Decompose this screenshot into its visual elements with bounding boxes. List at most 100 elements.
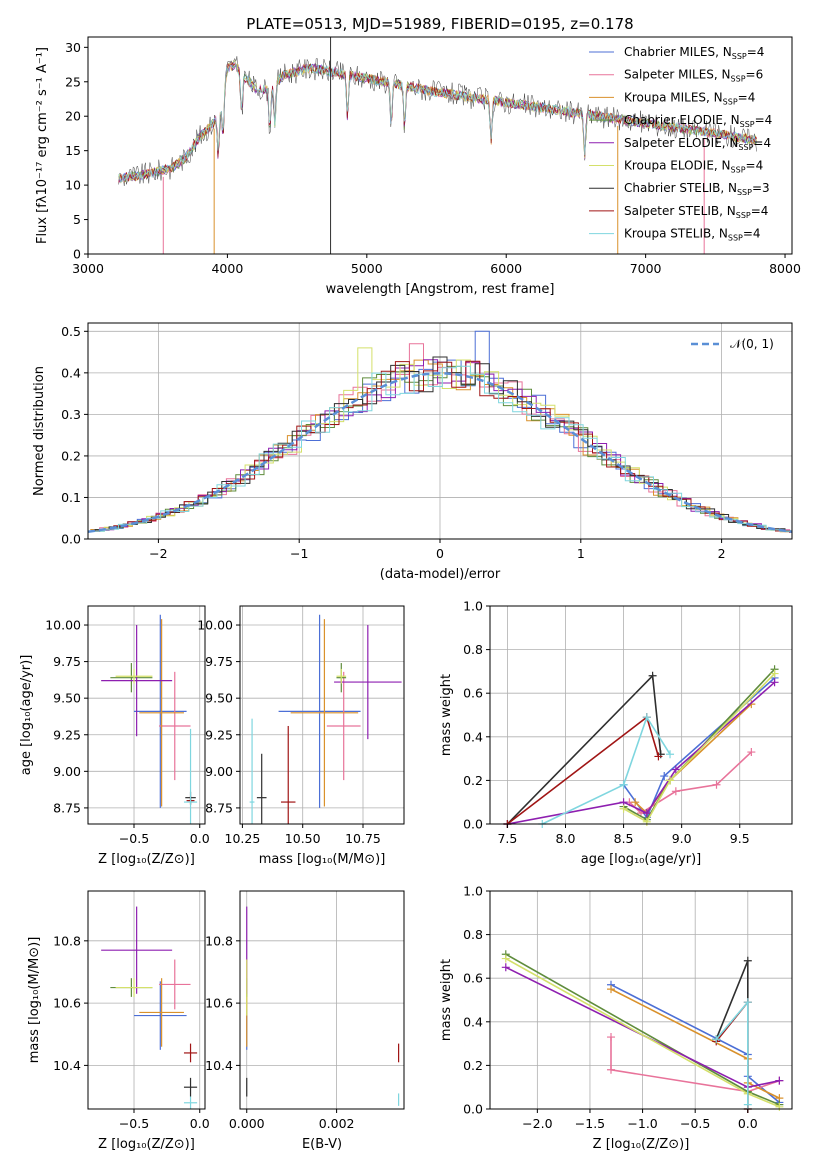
legend-entry: Kroupa STELIB, NSSP=4	[624, 227, 761, 243]
axes: 3000 4000 5000 6000 7000 8000 0 5 10 15 20 25 30 wave…	[35, 36, 801, 297]
weight-series	[712, 998, 752, 1109]
panel-6: −0.5 0.0 10.4 10.6 10.8 Z [log₁₀(Z/Z⊙)] mass […	[27, 890, 210, 1152]
x-tick-label: −1.0	[627, 1116, 657, 1131]
x-tick-label: −0.5	[119, 1116, 149, 1131]
x-tick-label: −2.0	[522, 1116, 552, 1131]
legend-entry: Chabrier MILES, NSSP=4	[624, 45, 764, 61]
legend-subscript: SSP	[736, 211, 751, 220]
weight-marker	[619, 780, 628, 789]
x-tick-label: 10.25	[225, 831, 261, 846]
x-tick-label: −0.5	[119, 831, 149, 846]
panel-7: 0.000 0.002 10.4 10.6 10.8 E(B-V)	[205, 890, 405, 1152]
legend-suffix: =4	[738, 90, 756, 104]
grid	[88, 891, 205, 1109]
weight-line	[623, 673, 776, 823]
x-tick-label: −1.5	[575, 1116, 605, 1131]
y-tick-label: 9.50	[53, 691, 81, 706]
legend-entry: Salpeter MILES, NSSP=6	[624, 68, 763, 84]
weight-marker	[607, 1033, 616, 1042]
x-axis-label: Z [log₁₀(Z/Z⊙)]	[98, 852, 195, 867]
y-tick-label: 10.8	[205, 933, 233, 948]
weight-marker	[671, 765, 680, 774]
weight-marker	[654, 752, 663, 761]
axes: 0.000 0.002 10.4 10.6 10.8 E(B-V)	[205, 890, 405, 1152]
y-tick-label: 9.00	[53, 764, 81, 779]
weight-marker	[712, 1035, 721, 1044]
errorbar-point	[278, 614, 361, 808]
x-tick-label: 0.0	[738, 1116, 758, 1131]
legend-subscript: SSP	[731, 75, 746, 84]
errorbar-point	[336, 668, 347, 684]
y-tick-label: 10.00	[45, 618, 81, 633]
axes-frame	[489, 890, 793, 1110]
x-tick-label: 9.5	[730, 831, 750, 846]
weight-marker	[747, 748, 756, 757]
plot-area	[101, 906, 198, 1109]
x-tick-label: 8000	[769, 261, 801, 276]
legend-subscript: SSP	[737, 188, 752, 197]
axes: −0.5 0.0 10.4 10.6 10.8 Z [log₁₀(Z/Z⊙)] mass […	[27, 890, 210, 1152]
errorbar-point	[326, 671, 361, 781]
y-tick-label: 1.0	[463, 599, 483, 614]
plot-area	[87, 330, 793, 533]
legend-name: Chabrier MILES, N	[624, 45, 732, 59]
legend-name: Salpeter STELIB, N	[624, 204, 736, 218]
y-tick-label: 10.6	[205, 996, 233, 1011]
plot-area	[501, 950, 784, 1113]
panel-4: 10.25 10.50 10.75 8.75 9.00 9.25 9.50 9.75 10.00…	[197, 605, 405, 867]
y-tick-label: 0.6	[463, 971, 483, 986]
legend-entry: Kroupa MILES, NSSP=4	[624, 90, 755, 106]
weight-marker	[642, 713, 651, 722]
y-tick-label: 0.2	[463, 1058, 483, 1073]
grid	[490, 605, 792, 825]
errorbar-point	[101, 906, 173, 994]
x-tick-label: 4000	[211, 261, 243, 276]
legend-suffix: =4	[747, 45, 765, 59]
legend-subscript: SSP	[732, 52, 747, 61]
weight-marker	[501, 963, 510, 972]
legend-suffix: =3	[752, 181, 770, 195]
plot-area	[246, 906, 400, 1106]
y-tick-label: 10.4	[205, 1058, 233, 1073]
errorbar-point	[334, 625, 402, 740]
y-tick-label: 10.00	[197, 618, 233, 633]
panel-1: 3000 4000 5000 6000 7000 8000 0 5 10 15 20 25 30 wave…	[35, 15, 801, 297]
legend-name: Salpeter ELODIE, N	[624, 136, 738, 150]
axes: −0.5 0.0 8.75 9.00 9.25 9.50 9.75 10.00 Z [log₁₀…	[19, 605, 210, 867]
x-tick-label: 8.0	[556, 831, 576, 846]
weight-marker	[671, 787, 680, 796]
y-axis-label: Normed distribution	[32, 366, 47, 496]
y-tick-label: 0.5	[61, 324, 81, 339]
plot-area	[118, 37, 757, 254]
x-axis-label: Z [log₁₀(Z/Z⊙)]	[98, 1137, 195, 1152]
y-tick-label: 10	[65, 178, 81, 193]
errorbar-point	[158, 959, 191, 1010]
plot-area	[101, 614, 198, 824]
errorbar-point	[134, 981, 187, 1050]
weight-marker	[747, 700, 756, 709]
legend-suffix: =4	[751, 204, 769, 218]
weight-marker	[743, 1100, 752, 1109]
y-tick-label: 9.75	[205, 654, 233, 669]
y-tick-label: 0.0	[61, 532, 81, 547]
x-tick-label: 0.0	[190, 831, 210, 846]
axes-frame	[489, 605, 793, 825]
axes: 7.5 8.0 8.5 9.0 9.5 0.0 0.2 0.4 0.6 0.8 1.0 age [lo…	[439, 599, 793, 867]
x-axis-label: age [log₁₀(age/yr)]	[581, 852, 702, 867]
y-tick-label: 10.4	[53, 1058, 81, 1073]
y-tick-label: 0.6	[463, 686, 483, 701]
y-axis-label: age [log₁₀(age/yr)]	[19, 655, 34, 776]
x-tick-label: −1	[290, 546, 308, 561]
errorbar-point	[183, 1077, 198, 1097]
errorbar-point	[115, 978, 153, 997]
weight-line	[610, 1037, 780, 1093]
x-tick-label: 7.5	[497, 831, 517, 846]
y-axis-label: mass [log₁₀(M/M⊙)]	[27, 937, 42, 1064]
legend-suffix: =4	[755, 113, 773, 127]
y-tick-label: 9.50	[205, 691, 233, 706]
legend-name: Kroupa ELODIE, N	[624, 159, 731, 173]
errorbar-point	[256, 753, 267, 824]
legend-subscript: SSP	[728, 234, 743, 243]
